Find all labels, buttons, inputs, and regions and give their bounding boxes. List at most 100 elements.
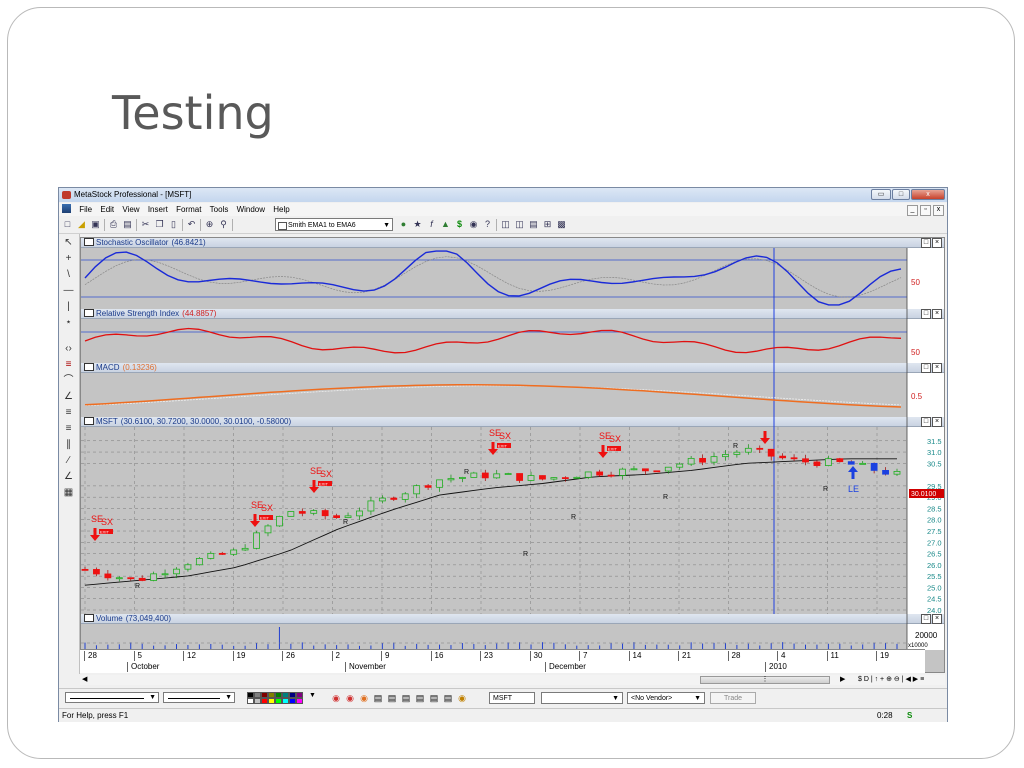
cycle-line-icon[interactable]: ‹› — [65, 343, 72, 354]
color-swatch[interactable] — [282, 692, 289, 698]
color-swatch[interactable] — [296, 692, 303, 698]
dollar-icon[interactable]: $ — [456, 219, 462, 229]
pane-close-button[interactable]: × — [932, 614, 942, 624]
color-swatch[interactable] — [296, 698, 303, 704]
chart-canvas[interactable]: 50 50 0.5 31.531.030.529.529.028.528.027… — [81, 238, 944, 672]
chart-style-icon[interactable]: ◉ — [332, 693, 340, 703]
color-swatch[interactable] — [282, 698, 289, 704]
fan-icon[interactable]: ∠ — [64, 391, 73, 402]
open-icon[interactable]: ◢ — [78, 219, 85, 229]
color-swatch[interactable] — [289, 692, 296, 698]
indicator-builder-icon[interactable]: ★ — [413, 219, 422, 229]
color-swatch[interactable] — [268, 692, 275, 698]
zoom-icon[interactable]: ⚲ — [220, 219, 227, 229]
menu-insert[interactable]: Insert — [147, 205, 168, 214]
explorer-icon[interactable]: ▲ — [441, 219, 450, 229]
line-style-select[interactable]: ▼ — [65, 692, 159, 703]
menu-file[interactable]: File — [79, 205, 93, 214]
regression-icon[interactable]: ∕ — [67, 455, 70, 466]
globe-icon[interactable]: ◉ — [458, 693, 466, 703]
window-icon[interactable]: ◫ — [501, 219, 510, 229]
color-swatch[interactable] — [254, 698, 261, 704]
binoculars-icon[interactable]: ◉ — [469, 219, 478, 229]
window-icon[interactable]: ▤ — [429, 693, 439, 703]
scroll-thumb[interactable]: ⋮ — [700, 676, 830, 684]
crosshair-icon[interactable]: ⊕ — [205, 219, 214, 229]
copy-icon[interactable]: ❐ — [155, 219, 164, 229]
tile-horizontal-icon[interactable]: ▤ — [529, 219, 538, 229]
print-icon[interactable]: ⎙ — [109, 219, 118, 229]
mdi-close-button[interactable]: x — [933, 205, 944, 216]
cut-icon[interactable]: ✂ — [141, 219, 150, 229]
color-swatch[interactable] — [247, 698, 254, 704]
new-icon[interactable]: □ — [64, 219, 71, 229]
time-zones-icon[interactable]: ∥ — [66, 439, 71, 450]
color-swatch[interactable] — [268, 698, 275, 704]
menu-tools[interactable]: Tools — [209, 205, 229, 214]
paste-icon[interactable]: ▯ — [171, 219, 176, 229]
color-palette[interactable] — [247, 692, 307, 704]
bar-chart-icon[interactable]: ▤ — [387, 693, 397, 703]
scroll-right-icon[interactable]: ▶ — [840, 676, 846, 683]
layout-icon[interactable]: ▩ — [557, 219, 566, 229]
horizontal-line-icon[interactable]: — — [63, 285, 74, 296]
list-select[interactable]: ▼ — [541, 692, 623, 704]
fx-icon[interactable]: f — [430, 219, 433, 229]
speed-line-icon[interactable]: ⋆ — [65, 317, 72, 328]
menu-view[interactable]: View — [122, 205, 140, 214]
pane-maximize-button[interactable]: □ — [921, 363, 931, 373]
line-weight-select[interactable]: ▼ — [163, 692, 235, 703]
tile-icon[interactable]: ⊞ — [543, 219, 552, 229]
arc-icon[interactable]: ⌒ — [63, 375, 74, 386]
mdi-restore-button[interactable]: ▫ — [920, 205, 931, 216]
chart-area[interactable]: Stochastic Oscillator (46.8421) □ × Relat… — [80, 237, 945, 673]
gann-grid-icon[interactable]: ▦ — [63, 487, 74, 498]
minimize-button[interactable]: ▭ — [871, 189, 891, 200]
window-icon[interactable]: ▤ — [415, 693, 425, 703]
expert-advisor-icon[interactable]: ● — [400, 219, 407, 229]
vertical-line-icon[interactable]: | — [67, 301, 70, 312]
chart-style-icon[interactable]: ◉ — [346, 693, 354, 703]
pane-maximize-button[interactable]: □ — [921, 309, 931, 319]
retracement-icon[interactable]: ≡ — [65, 423, 72, 434]
close-button[interactable]: x — [911, 189, 945, 200]
trade-button[interactable]: Trade — [710, 692, 756, 704]
channel-icon[interactable]: ≡ — [65, 359, 72, 370]
symbol-input[interactable]: MSFT — [489, 692, 535, 704]
chart-style-icon[interactable]: ◉ — [360, 693, 368, 703]
bar-chart-icon[interactable]: ▤ — [373, 693, 383, 703]
pointer-icon[interactable]: ↖ — [64, 237, 73, 248]
color-swatch[interactable] — [261, 692, 268, 698]
gann-fan-icon[interactable]: ∠ — [64, 471, 73, 482]
trendline-icon[interactable]: \ — [67, 269, 70, 280]
color-swatch[interactable] — [275, 698, 282, 704]
color-swatch[interactable] — [275, 692, 282, 698]
pane-close-button[interactable]: × — [932, 309, 942, 319]
pane-close-button[interactable]: × — [932, 238, 942, 248]
menu-format[interactable]: Format — [176, 205, 202, 214]
horizontal-scrollbar[interactable]: ◀ ⋮ ▶ $ D | ↑ + ⊕ ⊖ | ◀ ▶ ≡ — [80, 675, 945, 685]
save-icon[interactable]: ▣ — [91, 219, 100, 229]
undo-icon[interactable]: ↶ — [187, 219, 196, 229]
chevron-down-icon[interactable]: ▼ — [309, 692, 316, 699]
fibonacci-icon[interactable]: ≡ — [65, 407, 72, 418]
scroll-left-icon[interactable]: ◀ — [82, 676, 88, 683]
pane-maximize-button[interactable]: □ — [921, 614, 931, 624]
tile-vertical-icon[interactable]: ◫ — [515, 219, 524, 229]
mdi-minimize-button[interactable]: _ — [907, 205, 918, 216]
maximize-button[interactable]: □ — [892, 189, 910, 200]
pane-close-button[interactable]: × — [932, 363, 942, 373]
help-pointer-icon[interactable]: ? — [484, 219, 490, 229]
menu-window[interactable]: Window — [236, 205, 266, 214]
expert-select[interactable]: Smith EMA1 to EMA6 ▼ — [275, 218, 393, 231]
pane-close-button[interactable]: × — [932, 417, 942, 427]
vendor-select[interactable]: <No Vendor> ▼ — [627, 692, 705, 704]
zoom-controls-icon[interactable]: $ D | ↑ + ⊕ ⊖ | ◀ ▶ ≡ — [858, 676, 925, 683]
color-swatch[interactable] — [289, 698, 296, 704]
pane-maximize-button[interactable]: □ — [921, 417, 931, 427]
window-icon[interactable]: ▤ — [443, 693, 453, 703]
print-preview-icon[interactable]: ▤ — [123, 219, 132, 229]
menu-help[interactable]: Help — [273, 205, 290, 214]
menu-edit[interactable]: Edit — [100, 205, 115, 214]
crosshair-tool-icon[interactable]: + — [65, 253, 72, 264]
